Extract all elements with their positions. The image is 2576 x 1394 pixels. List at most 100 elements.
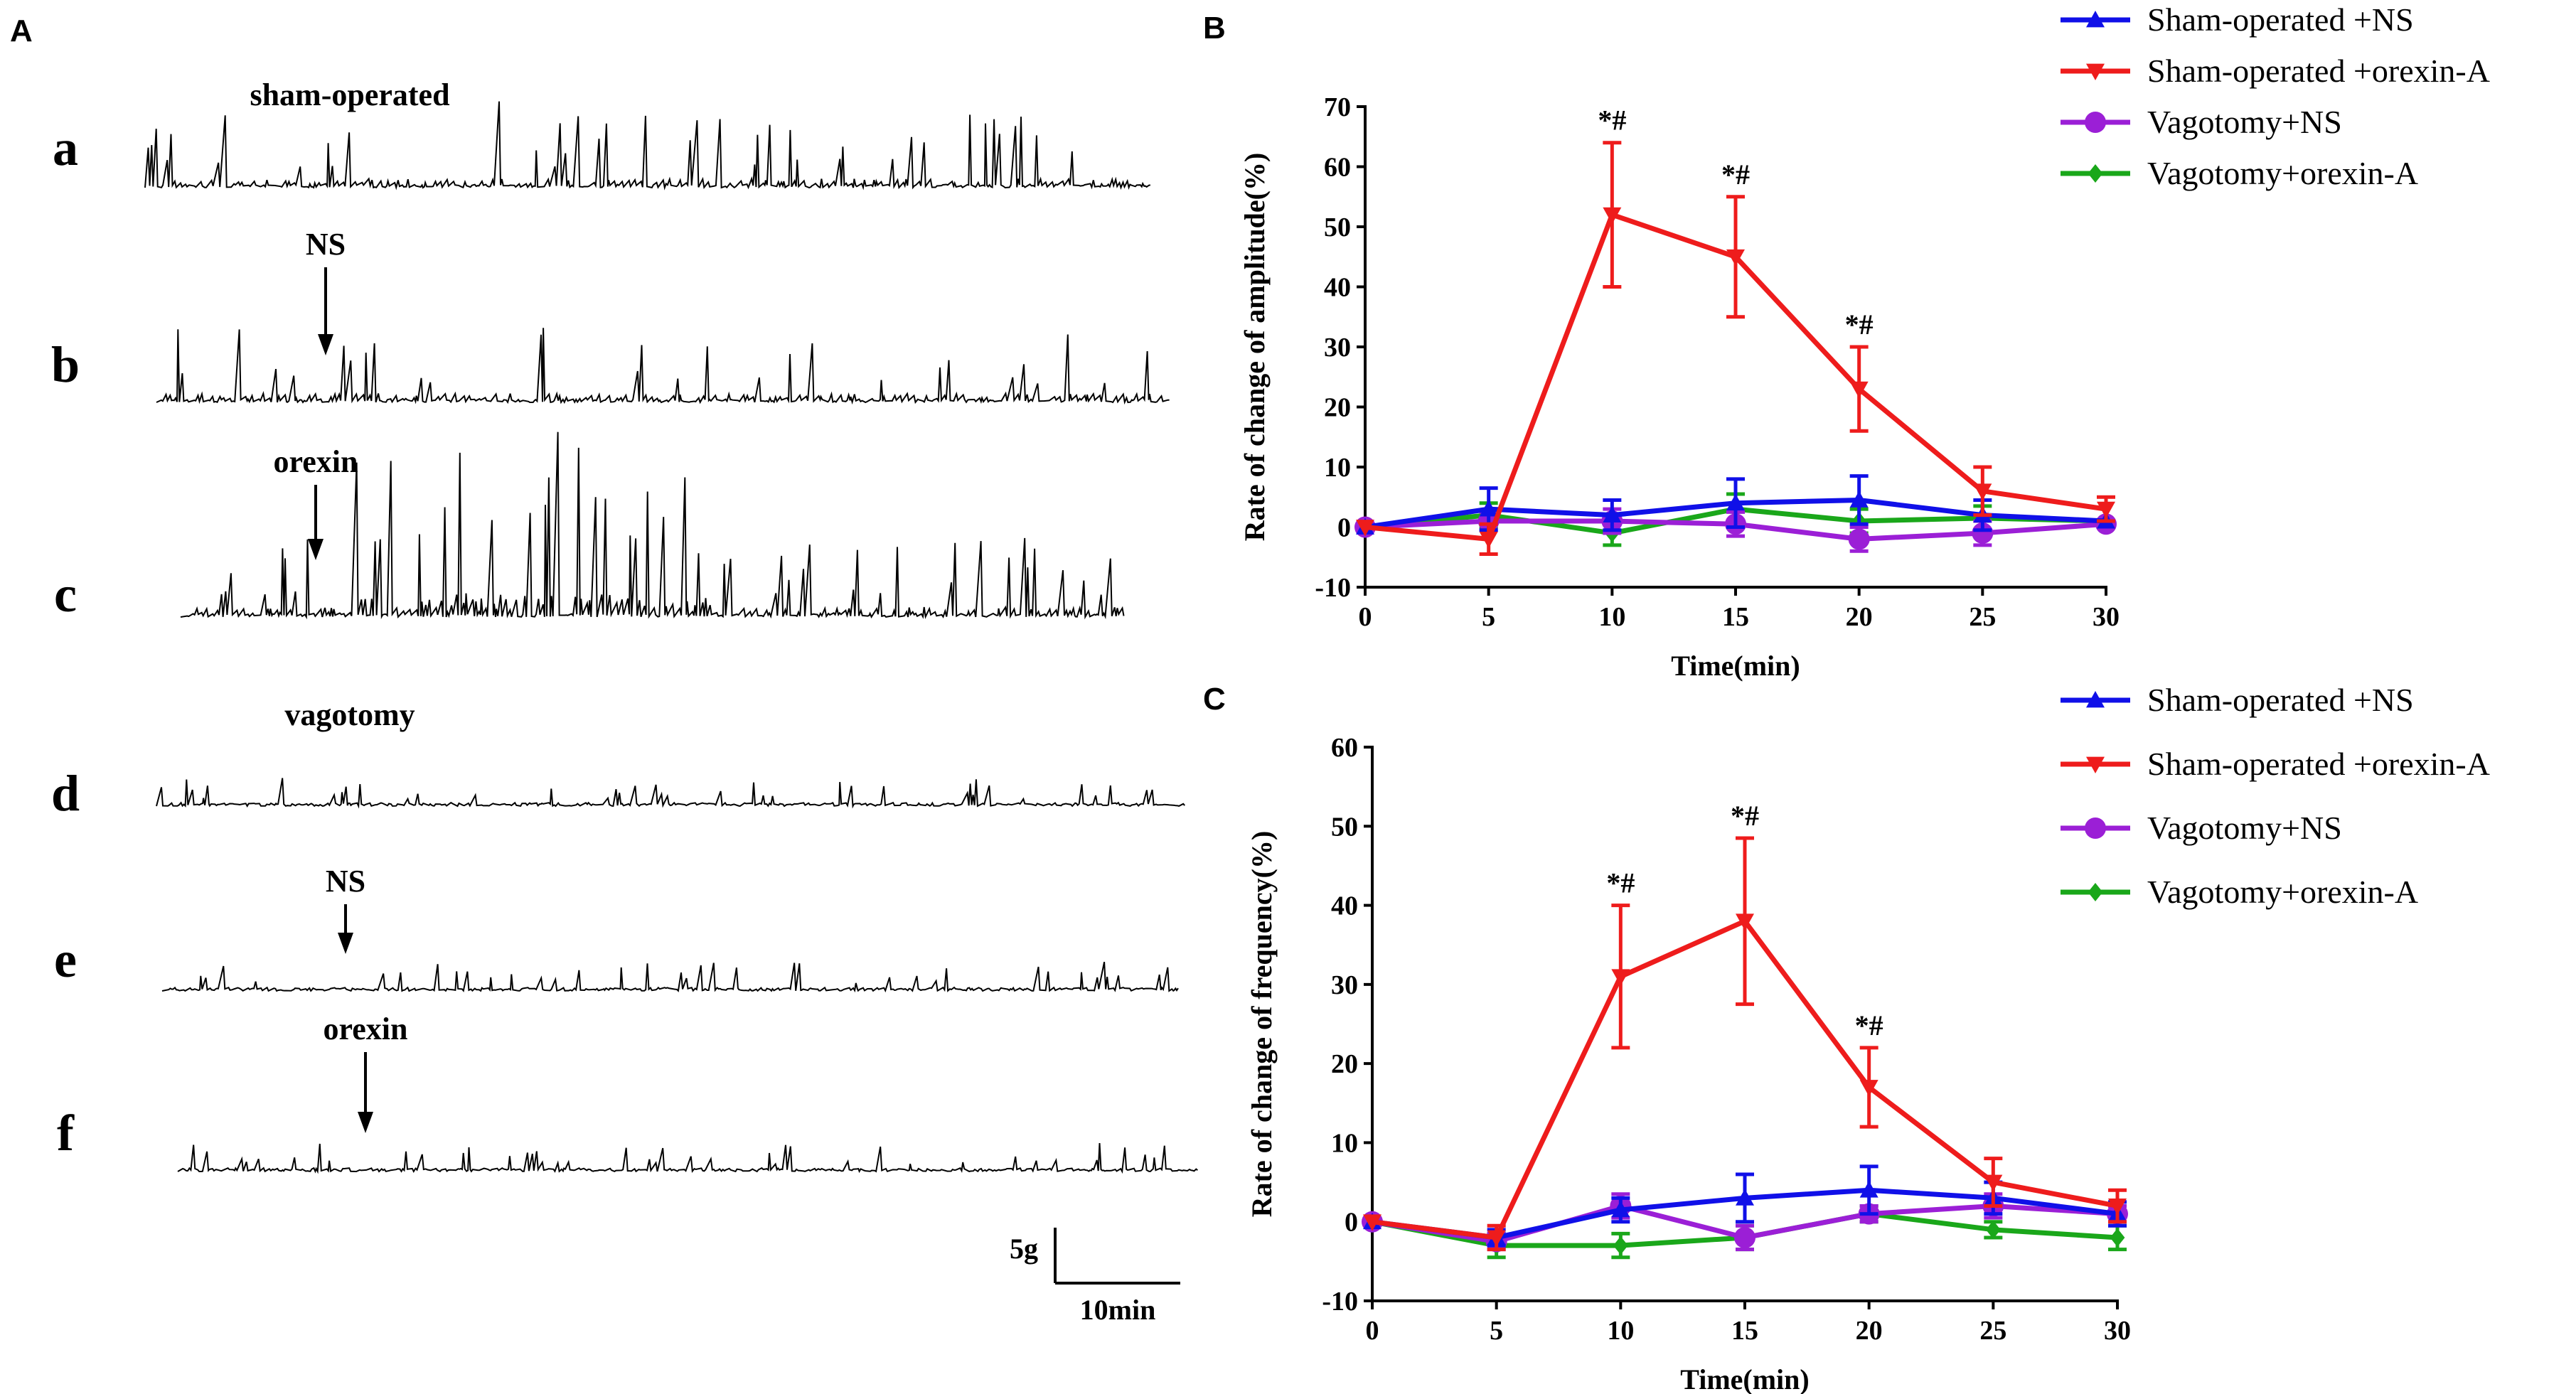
data-point	[1849, 490, 1869, 508]
y-tick-label: 0	[1345, 1208, 1358, 1238]
legend-label: Vagotomy+NS	[2147, 104, 2342, 140]
frequency-chart: -10 0 10 20 30 40 50 60 0 5 10 15 20 25 30 *# *# *# Rate…	[1246, 682, 2490, 1394]
y-tick-label: -10	[1315, 573, 1351, 603]
recording-trace	[156, 778, 1185, 809]
data-point	[1479, 532, 1498, 549]
y-tick-label: 50	[1324, 213, 1351, 242]
data-point	[1849, 381, 1869, 399]
legend-item: Vagotomy+orexin-A	[2061, 874, 2418, 910]
trace-row-label: e	[54, 931, 77, 988]
frequency-chart-x-axis-label: Time(min)	[1680, 1363, 1809, 1394]
panel-c-letter: C	[1203, 682, 1226, 717]
legend-item: Vagotomy+orexin-A	[2061, 155, 2418, 191]
x-tick-label: 30	[2093, 602, 2120, 632]
trace-row-label: c	[54, 566, 77, 623]
data-point	[2110, 1228, 2125, 1247]
y-tick-label: 40	[1331, 891, 1358, 921]
data-point	[1985, 1220, 2001, 1239]
significance-marker: *#	[1606, 867, 1635, 899]
trace-condition-label: sham-operated	[250, 77, 449, 112]
data-point	[1611, 1201, 1630, 1218]
data-point	[1356, 520, 1374, 537]
trace-panel: a sham-operated b NS c orexin d vagotomy e NS f ore…	[51, 77, 1198, 1174]
trace-row-f: f orexin	[57, 1012, 1198, 1174]
x-tick-label: 15	[1722, 602, 1749, 632]
data-point	[1736, 913, 1754, 931]
y-tick-label: 60	[1331, 733, 1358, 763]
x-tick-label: 10	[1607, 1316, 1634, 1346]
recording-trace	[144, 101, 1151, 191]
scale-bar-time-label: 10min	[1080, 1294, 1156, 1326]
trace-row-b: b NS	[51, 227, 1170, 405]
injection-arrow-head-icon	[338, 933, 353, 954]
data-point	[1603, 207, 1622, 225]
injection-arrow-head-icon	[358, 1112, 373, 1133]
data-point	[1984, 1174, 2003, 1192]
trace-row-label: b	[51, 336, 80, 393]
trace-arrow-label: NS	[306, 227, 346, 262]
legend-marker	[2086, 691, 2105, 708]
significance-marker: *#	[1598, 104, 1626, 136]
trace-row-c: c orexin	[54, 431, 1125, 623]
data-point	[1479, 500, 1498, 517]
data-point	[1972, 522, 1994, 544]
legend-label: Sham-operated +orexin-A	[2147, 53, 2490, 89]
legend-marker	[2088, 164, 2103, 183]
recording-trace	[180, 431, 1125, 620]
data-point	[1726, 249, 1745, 267]
y-tick-label: 10	[1331, 1128, 1358, 1158]
legend-label: Vagotomy+orexin-A	[2147, 155, 2418, 191]
legend-item: Sham-operated +orexin-A	[2061, 53, 2490, 89]
trace-row-d: d vagotomy	[51, 697, 1185, 822]
data-point	[2097, 501, 2115, 519]
y-tick-label: 0	[1337, 513, 1351, 543]
legend-marker	[2085, 112, 2106, 133]
x-tick-label: 25	[1969, 602, 1996, 632]
scale-bar: 5g 10min	[1010, 1228, 1180, 1326]
legend-marker	[2085, 817, 2106, 839]
y-tick-label: 60	[1324, 153, 1351, 183]
trace-row-a: a sham-operated	[53, 77, 1151, 191]
y-tick-label: 20	[1324, 393, 1351, 423]
y-tick-label: 30	[1324, 333, 1351, 363]
legend-label: Sham-operated +NS	[2147, 1, 2414, 38]
recording-trace	[177, 1143, 1198, 1174]
frequency-chart-legend: Sham-operated +NS Sham-operated +orexin-A…	[2061, 682, 2490, 910]
amplitude-chart-marks: *# *# *#	[1354, 104, 2117, 557]
trace-arrow-label: orexin	[324, 1012, 408, 1046]
legend-item: Sham-operated +orexin-A	[2061, 746, 2490, 782]
data-point	[1736, 1189, 1754, 1206]
significance-marker: *#	[1845, 309, 1874, 341]
trace-row-label: f	[57, 1105, 75, 1162]
y-tick-label: 30	[1331, 970, 1358, 1000]
legend-marker	[2088, 883, 2103, 901]
data-point	[1848, 528, 1870, 550]
frequency-chart-marks: *# *# *#	[1362, 800, 2128, 1260]
legend-label: Sham-operated +NS	[2147, 682, 2414, 718]
trace-row-e: e NS	[54, 864, 1179, 993]
frequency-chart-y-axis-label: Rate of change of frequency(%)	[1246, 831, 1278, 1218]
y-tick-label: -10	[1322, 1287, 1358, 1317]
injection-arrow-head-icon	[318, 334, 333, 355]
data-point	[1973, 483, 1992, 500]
legend-item: Sham-operated +NS	[2061, 1, 2414, 38]
amplitude-chart-legend: Sham-operated +NS Sham-operated +orexin-A…	[2061, 1, 2490, 191]
x-tick-label: 10	[1598, 602, 1625, 632]
x-tick-label: 15	[1731, 1316, 1758, 1346]
trace-arrow-label: orexin	[274, 444, 358, 479]
y-tick-label: 50	[1331, 812, 1358, 842]
scale-bar-amplitude-label: 5g	[1010, 1233, 1038, 1265]
data-point	[1726, 493, 1745, 511]
series-1	[1363, 836, 2127, 1252]
x-tick-label: 0	[1366, 1316, 1379, 1346]
significance-marker: *#	[1721, 159, 1750, 191]
legend-item: Sham-operated +NS	[2061, 682, 2414, 718]
amplitude-chart-axes: -10 0 10 20 30 40 50 60 70 0 5 10 15 20 25 30	[1315, 92, 2120, 632]
legend-item: Vagotomy+NS	[2061, 104, 2342, 140]
data-point	[2108, 1199, 2127, 1216]
legend-item: Vagotomy+NS	[2061, 810, 2342, 846]
data-point	[1603, 505, 1622, 522]
y-tick-label: 20	[1331, 1049, 1358, 1079]
legend-marker	[2086, 11, 2105, 28]
